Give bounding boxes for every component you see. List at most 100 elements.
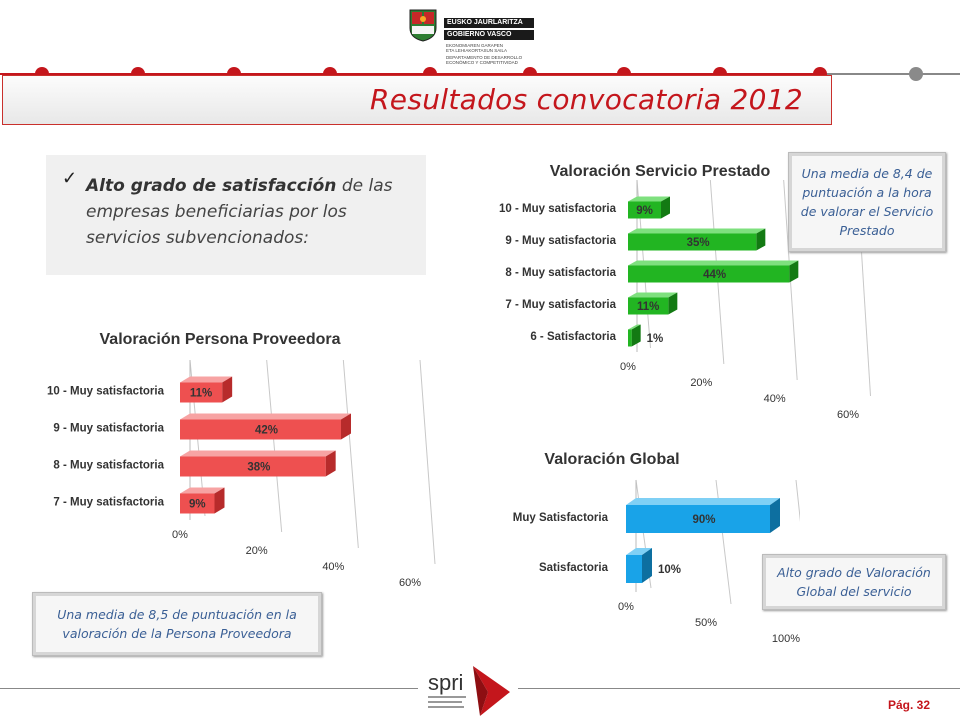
callout-servicio: Una media de 8,4 de puntuación a la hora… bbox=[788, 152, 946, 252]
category-label: 9 - Muy satisfactoria bbox=[505, 235, 616, 247]
category-label: 7 - Muy satisfactoria bbox=[505, 299, 616, 311]
logo-small-1: EKONOMIAREN GARAPEN bbox=[446, 43, 504, 48]
callout-persona-text: Una media de 8,5 de puntuación en la val… bbox=[36, 596, 318, 652]
bar-side bbox=[631, 324, 641, 347]
bar-top bbox=[180, 413, 351, 420]
bar-top bbox=[180, 487, 225, 494]
data-label: 35% bbox=[687, 237, 710, 249]
chart-title: Valoración Persona Proveedora bbox=[100, 331, 341, 348]
callout-persona: Una media de 8,5 de puntuación en la val… bbox=[32, 592, 322, 656]
data-label: 42% bbox=[255, 425, 278, 437]
logo-small-4: ECONÓMICO Y COMPETITIVIDAD bbox=[446, 60, 518, 65]
gridline bbox=[266, 359, 283, 533]
data-label: 9% bbox=[636, 205, 653, 217]
category-label: Muy Satisfactoria bbox=[513, 512, 609, 524]
coat-of-arms-icon bbox=[409, 9, 437, 42]
bar-side bbox=[222, 376, 233, 403]
spri-tagline-line-2 bbox=[428, 701, 462, 703]
x-tick-label: 100% bbox=[772, 633, 800, 645]
bar bbox=[628, 329, 632, 347]
x-tick-label: 40% bbox=[322, 561, 344, 573]
spri-tagline-line-3 bbox=[428, 706, 464, 708]
bar bbox=[626, 505, 770, 533]
callout-global: Alto grado de Valoración Global del serv… bbox=[762, 554, 946, 610]
category-label: 8 - Muy satisfactoria bbox=[53, 460, 164, 472]
bar-top bbox=[180, 450, 336, 457]
summary-box bbox=[46, 155, 426, 275]
category-label: 8 - Muy satisfactoria bbox=[505, 267, 616, 279]
logo-line-2: GOBIERNO VASCO bbox=[444, 30, 534, 40]
logo-line-1: EUSKO JAURLARITZA bbox=[444, 18, 534, 28]
bar-top bbox=[628, 228, 766, 234]
bar-side bbox=[756, 228, 766, 251]
bar-top bbox=[628, 292, 678, 298]
bar-side bbox=[325, 450, 336, 477]
spri-wordmark: spri bbox=[428, 670, 463, 695]
spri-logo: spri bbox=[418, 662, 518, 718]
gridline bbox=[795, 479, 800, 523]
category-label: 10 - Muy satisfactoria bbox=[499, 203, 617, 215]
bar-side bbox=[668, 292, 678, 315]
bar bbox=[628, 297, 669, 315]
logo-small-3: DEPARTAMENTO DE DESARROLLO bbox=[446, 55, 523, 60]
bar-side bbox=[214, 487, 225, 514]
page-number: Pág. 32 bbox=[887, 698, 930, 712]
x-tick-label: 60% bbox=[399, 577, 421, 589]
bar-side bbox=[642, 548, 652, 583]
spri-arrow-shade bbox=[473, 666, 488, 716]
bar-top bbox=[628, 196, 670, 202]
bar-side bbox=[789, 260, 799, 283]
bar-top bbox=[628, 324, 641, 330]
x-tick-label: 0% bbox=[618, 601, 634, 613]
bar bbox=[628, 233, 757, 251]
bar-top bbox=[180, 376, 233, 383]
data-label: 90% bbox=[692, 514, 715, 526]
bar bbox=[180, 456, 326, 477]
x-tick-label: 60% bbox=[837, 409, 859, 421]
timeline-dot bbox=[909, 67, 923, 81]
category-label: Satisfactoria bbox=[539, 562, 609, 574]
category-label: 7 - Muy satisfactoria bbox=[53, 497, 164, 509]
title-banner: Resultados convocatoria 2012 bbox=[2, 75, 832, 125]
callout-global-text: Alto grado de Valoración Global del serv… bbox=[766, 558, 942, 606]
bar-side bbox=[341, 413, 351, 440]
x-tick-label: 0% bbox=[620, 361, 636, 373]
chart-title: Valoración Servicio Prestado bbox=[550, 163, 771, 180]
bar bbox=[180, 382, 223, 403]
page-title: Resultados convocatoria 2012 bbox=[370, 83, 803, 116]
chart-valoracion-persona: Valoración Persona Proveedora 0% 20% 40% 60%… bbox=[47, 331, 436, 589]
gridline bbox=[342, 359, 359, 549]
x-tick-label: 50% bbox=[695, 617, 717, 629]
x-tick-label: 40% bbox=[764, 393, 786, 405]
bar-side bbox=[770, 498, 780, 533]
gridline bbox=[419, 359, 436, 565]
bar bbox=[628, 201, 661, 219]
data-label: 10% bbox=[658, 564, 681, 576]
x-tick-label: 20% bbox=[690, 377, 712, 389]
checkmark-icon: ✓ bbox=[62, 168, 78, 188]
data-label: 44% bbox=[703, 269, 726, 281]
bar bbox=[628, 265, 790, 283]
category-label: 9 - Muy satisfactoria bbox=[53, 423, 164, 435]
category-label: 10 - Muy satisfactoria bbox=[47, 386, 165, 398]
bar-top bbox=[626, 498, 780, 505]
bar bbox=[626, 555, 642, 583]
data-label: 11% bbox=[637, 301, 659, 313]
summary-bold: Alto grado de satisfacción bbox=[86, 176, 337, 196]
data-label: 1% bbox=[647, 333, 664, 345]
bar-top bbox=[626, 548, 652, 555]
bar-side bbox=[661, 196, 670, 219]
bar bbox=[180, 493, 215, 514]
logo-small-2: ETA LEHIAKORTASUN SAILA bbox=[446, 48, 508, 53]
chart-valoracion-global: Valoración Global 0% 50% 100% Muy Satisfacto… bbox=[513, 451, 800, 645]
callout-servicio-text: Una media de 8,4 de puntuación a la hora… bbox=[792, 156, 942, 248]
x-tick-label: 0% bbox=[172, 529, 188, 541]
spri-arrow-icon bbox=[473, 666, 510, 716]
data-label: 38% bbox=[247, 462, 270, 474]
summary-rest: de las empresas beneficiarias por los se… bbox=[86, 176, 393, 248]
x-tick-label: 20% bbox=[246, 545, 268, 557]
chart-title: Valoración Global bbox=[544, 451, 679, 468]
bar bbox=[180, 419, 341, 440]
data-label: 11% bbox=[190, 388, 212, 400]
gobierno-vasco-logo: EUSKO JAURLARITZA GOBIERNO VASCO EKONOMI… bbox=[408, 8, 538, 68]
